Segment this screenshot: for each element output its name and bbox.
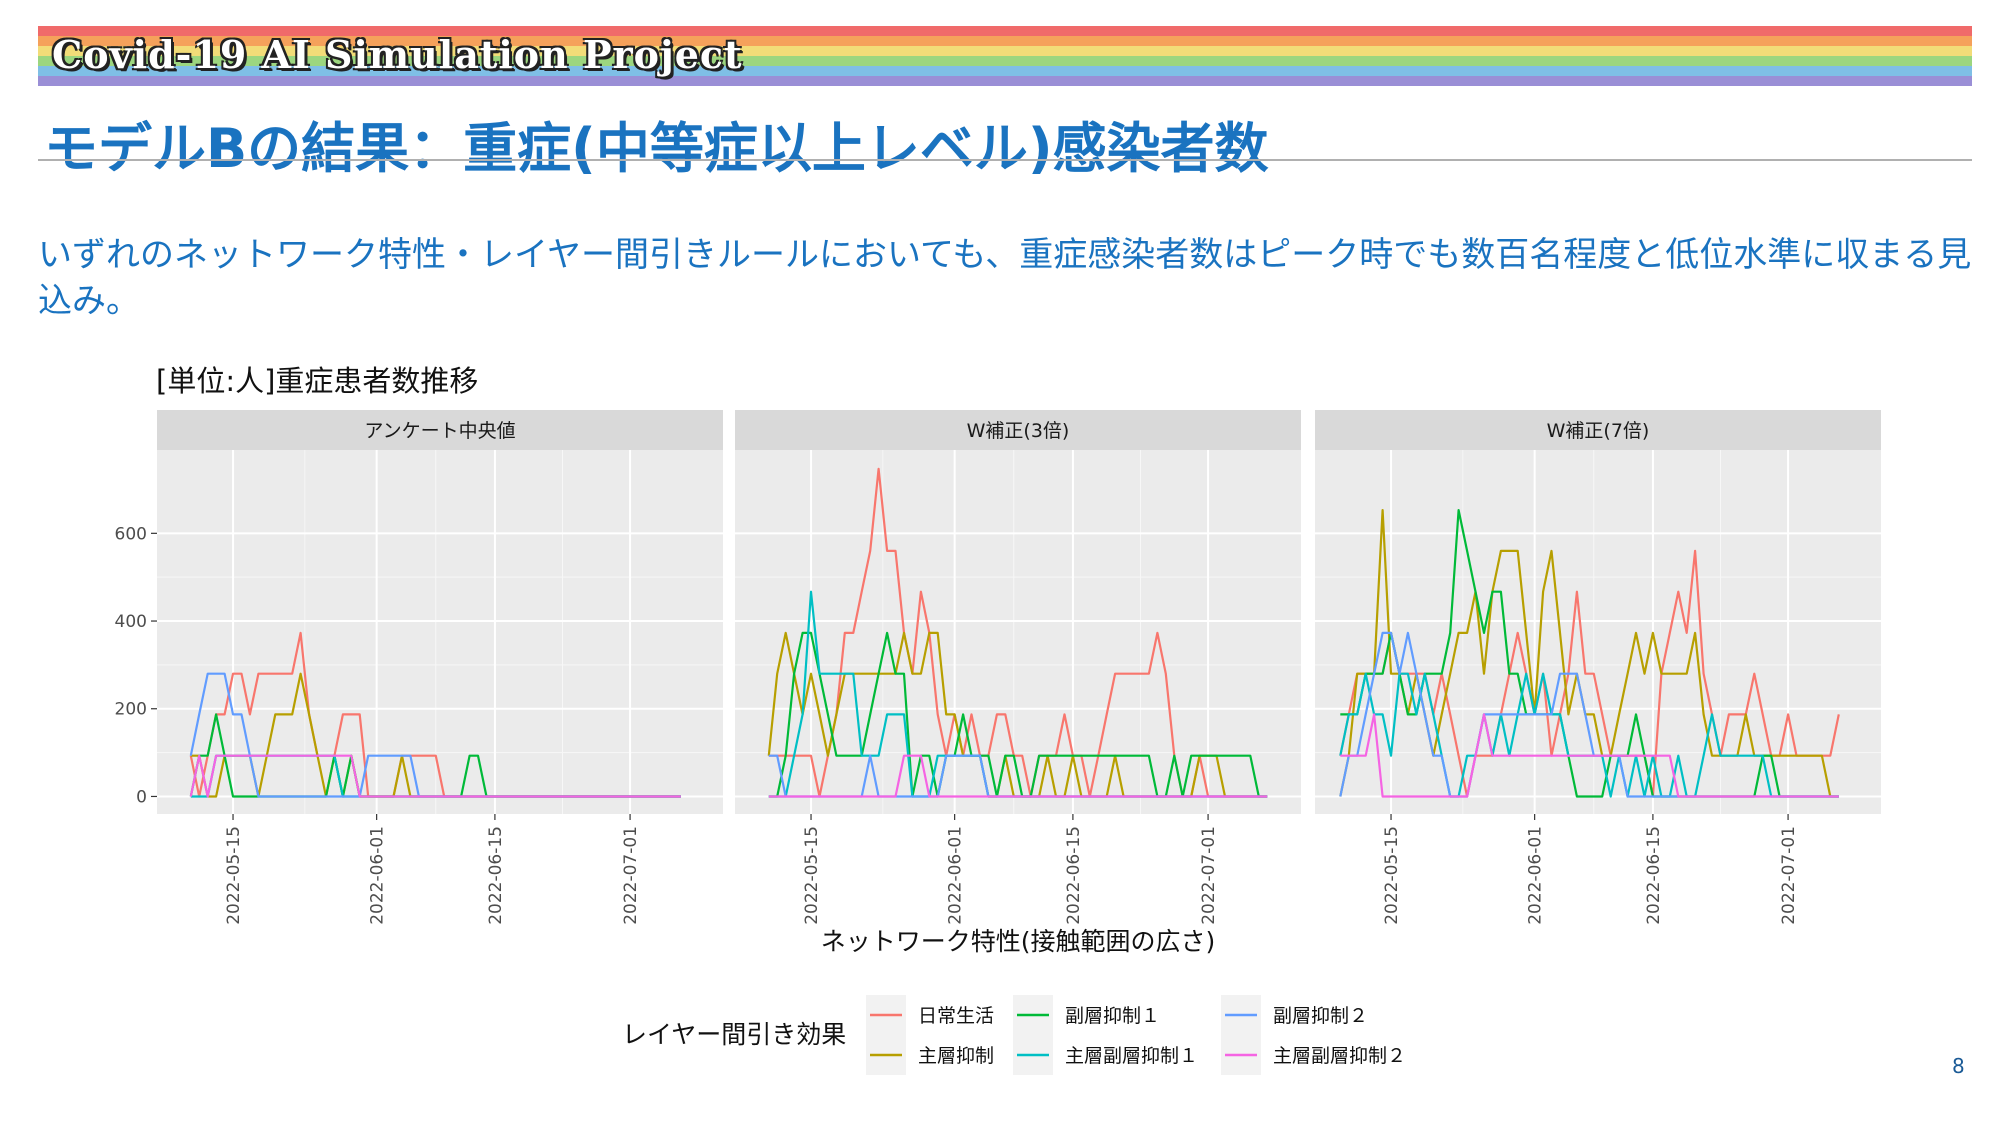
- x-tick-label: 2022-06-01: [368, 826, 388, 925]
- x-tick-label: 2022-06-15: [1064, 826, 1084, 925]
- legend-label: 主層副層抑制１: [1065, 1045, 1198, 1067]
- facet-panel: アンケート中央値 2022-05-15 2022-06-01 2022-06-15 20…: [115, 410, 723, 925]
- x-tick-label: 2022-07-01: [1199, 826, 1219, 925]
- y-tick-label: 600: [115, 524, 147, 544]
- y-tick-label: 400: [115, 612, 147, 632]
- x-tick-label: 2022-06-01: [1526, 826, 1546, 925]
- x-tick-label: 2022-05-15: [802, 826, 822, 925]
- x-tick-label: 2022-06-15: [486, 826, 506, 925]
- facet-panel: W補正(7倍) 2022-05-15 2022-06-01 2022-06-15 202…: [1315, 410, 1881, 925]
- x-tick-label: 2022-06-01: [946, 826, 966, 925]
- legend-item: 主層副層抑制２: [1221, 1035, 1406, 1075]
- x-tick-label: 2022-07-01: [621, 826, 641, 925]
- legend-title: レイヤー間引き効果: [622, 1015, 846, 1051]
- x-tick-label: 2022-05-15: [1382, 826, 1402, 925]
- legend-label: 副層抑制２: [1273, 1005, 1368, 1027]
- facet-strip-label: W補正(3倍): [967, 420, 1070, 442]
- legend-label: 副層抑制１: [1065, 1005, 1160, 1027]
- page-number: 8: [1952, 1054, 1965, 1078]
- x-axis-label: ネットワーク特性(接触範囲の広さ): [821, 927, 1216, 956]
- legend-item: 日常生活: [866, 995, 994, 1035]
- legend-item: 副層抑制２: [1221, 995, 1368, 1035]
- legend-label: 主層副層抑制２: [1273, 1045, 1406, 1067]
- legend-label: 主層抑制: [918, 1045, 994, 1067]
- legend-item: 主層副層抑制１: [1013, 1035, 1198, 1075]
- x-tick-label: 2022-05-15: [224, 826, 244, 925]
- y-tick-label: 0: [136, 787, 147, 807]
- plot-background: [1315, 450, 1881, 814]
- legend-item: 副層抑制１: [1013, 995, 1160, 1035]
- facet-strip-label: W補正(7倍): [1547, 420, 1650, 442]
- plot-background: [735, 450, 1301, 814]
- facet-strip-label: アンケート中央値: [364, 420, 515, 442]
- x-tick-label: 2022-06-15: [1644, 826, 1664, 925]
- legend-label: 日常生活: [918, 1005, 994, 1027]
- facet-panel: W補正(3倍) 2022-05-15 2022-06-01 2022-06-15 202…: [735, 410, 1301, 925]
- x-tick-label: 2022-07-01: [1779, 826, 1799, 925]
- plot-background: [157, 450, 723, 814]
- legend-item: 主層抑制: [866, 1035, 994, 1075]
- y-tick-label: 200: [115, 700, 147, 720]
